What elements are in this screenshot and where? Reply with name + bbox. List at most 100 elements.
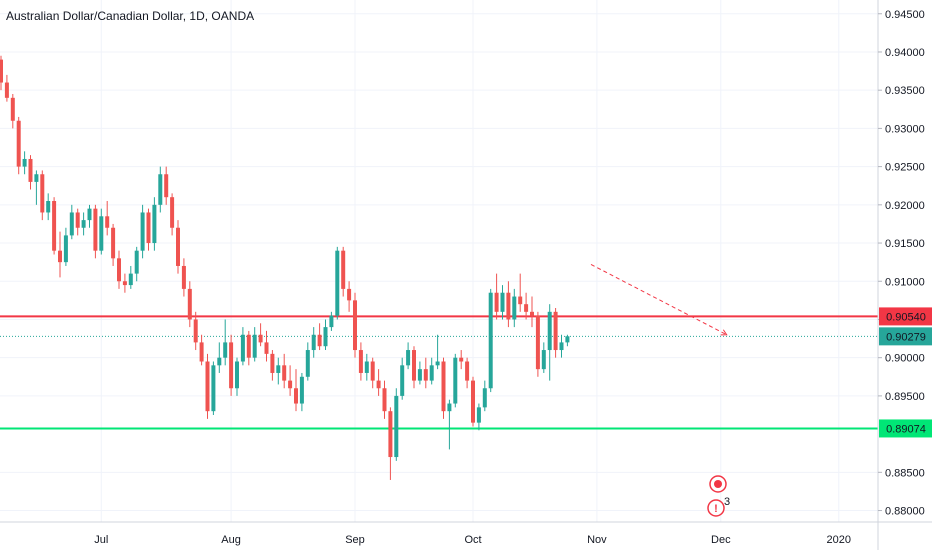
candle-body (170, 197, 175, 228)
candle (170, 193, 175, 236)
candle-body (388, 411, 393, 458)
candle (205, 353, 210, 419)
candle-body (565, 336, 570, 343)
price-axis[interactable]: 0.94500 0.94000 0.93500 0.93000 0.92500 0.920… (878, 9, 925, 518)
candle (187, 281, 192, 328)
candle-body (252, 334, 257, 358)
candle (240, 327, 245, 366)
candle-body (246, 334, 251, 358)
price-tick-label: 0.91500 (885, 238, 925, 250)
candle (482, 380, 487, 412)
event-flag-icon[interactable] (707, 499, 725, 517)
candle (199, 334, 204, 366)
candle-body (311, 334, 316, 351)
price-tick-label: 0.90000 (885, 353, 925, 365)
candle (388, 407, 393, 480)
candle (376, 369, 381, 396)
candle-body (223, 342, 228, 358)
candle-body (441, 361, 446, 412)
price-tick-label: 0.93000 (885, 123, 925, 135)
candle-body (294, 388, 298, 404)
event-badge[interactable]: ! 3 (707, 475, 730, 517)
candle-body (264, 342, 269, 354)
candle-body (394, 395, 399, 458)
price-label-box (879, 419, 932, 438)
candle-body (317, 334, 322, 347)
candle-body (81, 220, 86, 228)
candle-body (347, 288, 352, 301)
candle-body (370, 361, 375, 381)
candle (382, 380, 387, 419)
candle (294, 369, 298, 412)
candle (16, 116, 21, 175)
candle (117, 250, 121, 289)
candle-body (459, 357, 464, 362)
candle-body (541, 350, 546, 370)
candle (317, 323, 322, 351)
candle (193, 311, 198, 351)
candle-body (52, 201, 57, 251)
candle (329, 311, 334, 331)
candle-body (471, 380, 475, 423)
trendline[interactable] (590, 263, 728, 336)
candle-body (158, 174, 163, 205)
candle (323, 319, 328, 351)
candle (69, 204, 74, 240)
candle-body (500, 292, 505, 312)
candle (358, 342, 363, 381)
candle (4, 74, 9, 102)
candle (453, 353, 458, 408)
candle (217, 342, 222, 373)
candle (500, 285, 505, 320)
price-tick-label: 0.92000 (885, 200, 925, 212)
candle (258, 323, 263, 347)
candle-body (10, 97, 15, 121)
candle (299, 372, 304, 412)
candle (524, 292, 529, 320)
candle (176, 220, 180, 274)
price-tick-label: 0.88500 (885, 467, 925, 479)
candle (211, 361, 216, 416)
candle (476, 403, 481, 431)
candle (471, 376, 475, 427)
candle (459, 350, 464, 370)
candle (541, 342, 546, 373)
candle-body (187, 288, 192, 320)
candle-body (58, 250, 62, 263)
candle (400, 357, 405, 400)
candle-body (423, 369, 428, 381)
candle (429, 357, 434, 385)
candle (512, 288, 517, 328)
candle-body (146, 212, 151, 244)
candle (394, 388, 399, 461)
candle-body (229, 342, 234, 389)
candle (122, 273, 127, 293)
candle-body (305, 350, 310, 377)
candle-body (4, 82, 9, 98)
candle-body (122, 281, 127, 286)
candle-body (482, 388, 487, 408)
candle-body (429, 365, 434, 381)
candle (10, 94, 15, 129)
time-tick-label: Jul (94, 534, 108, 546)
candle (276, 357, 281, 385)
time-axis[interactable]: Jul Aug Sep Oct Nov Dec 2020 (94, 534, 851, 546)
candle-body (40, 174, 45, 213)
candle (335, 246, 340, 320)
trendline-segment[interactable] (590, 263, 727, 336)
candle-body (75, 212, 80, 228)
candle-body (235, 361, 239, 389)
candle-body (240, 334, 245, 362)
candle (111, 223, 116, 266)
candle-body (353, 300, 357, 351)
candle-body (559, 342, 564, 351)
candle-body (535, 315, 540, 370)
candle-body (524, 304, 529, 312)
candle-body (140, 212, 145, 251)
candle (146, 208, 151, 251)
candle (58, 231, 62, 278)
candle-body (46, 201, 51, 213)
candle-body (134, 250, 139, 274)
time-tick-label: Nov (587, 534, 607, 546)
